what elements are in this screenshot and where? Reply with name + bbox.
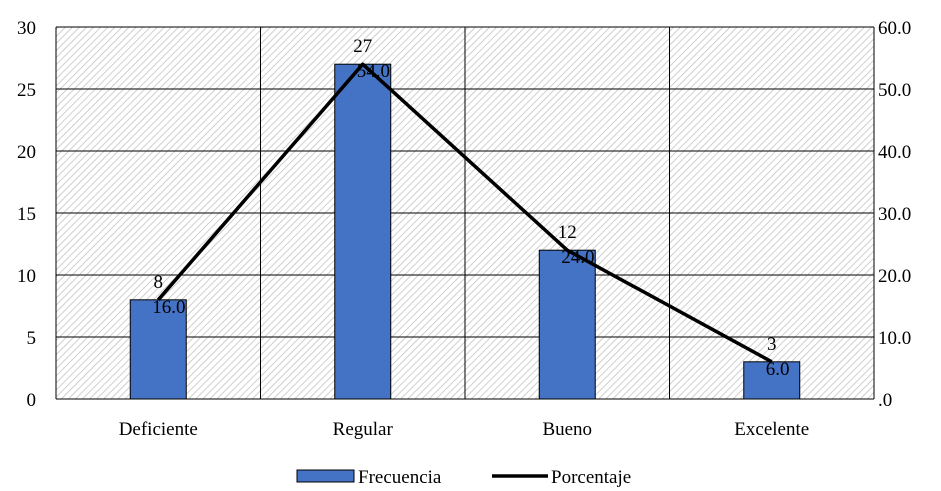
- x-tick-label: Regular: [333, 419, 394, 440]
- x-tick-label: Excelente: [734, 419, 809, 440]
- gridlines: [55, 26, 875, 400]
- x-tick-label: Bueno: [542, 419, 592, 440]
- y-right-tick-label: 30.0: [878, 204, 911, 225]
- line-value-label: 24.0: [561, 247, 594, 268]
- y-right-tick-label: 60.0: [878, 18, 911, 39]
- bar-deficiente: [129, 299, 187, 400]
- y-left-tick-label: 15: [17, 204, 36, 225]
- y-right-tick-label: 10.0: [878, 328, 911, 349]
- bar-regular: [334, 63, 392, 400]
- y-right-tick-label: .0: [878, 390, 892, 411]
- bar-bueno: [538, 249, 596, 400]
- y-left-tick-label: 30: [17, 18, 36, 39]
- y-left-tick-label: 5: [27, 328, 37, 349]
- x-tick-label: Deficiente: [119, 419, 198, 440]
- line-value-label: 54.0: [357, 61, 390, 82]
- line-value-label: 16.0: [152, 297, 185, 318]
- bar-value-label: 8: [154, 272, 164, 293]
- bar-series: [129, 63, 801, 400]
- axes: 051015202530.010.020.030.040.050.060.0De…: [17, 18, 911, 440]
- bar-excelente: [743, 361, 801, 400]
- bar-value-label: 27: [353, 36, 372, 57]
- y-left-tick-label: 0: [27, 390, 37, 411]
- y-left-tick-label: 20: [17, 142, 36, 163]
- bar-value-label: 12: [558, 222, 577, 243]
- legend-swatch-frecuencia: [296, 469, 355, 483]
- y-right-tick-label: 50.0: [878, 80, 911, 101]
- y-left-tick-label: 10: [17, 266, 36, 287]
- y-right-tick-label: 20.0: [878, 266, 911, 287]
- line-series: [156, 62, 773, 364]
- bar-value-label: 3: [767, 334, 777, 355]
- y-right-tick-label: 40.0: [878, 142, 911, 163]
- data-labels: 8 27 12 3 16.0 54.0 24.0 6.0: [152, 36, 789, 380]
- y-left-tick-label: 25: [17, 80, 36, 101]
- legend: Frecuencia Porcentaje: [296, 467, 631, 488]
- porcentaje-line: [156, 62, 773, 364]
- legend-label-frecuencia: Frecuencia: [358, 467, 442, 488]
- legend-label-porcentaje: Porcentaje: [551, 467, 631, 488]
- line-value-label: 6.0: [766, 359, 790, 380]
